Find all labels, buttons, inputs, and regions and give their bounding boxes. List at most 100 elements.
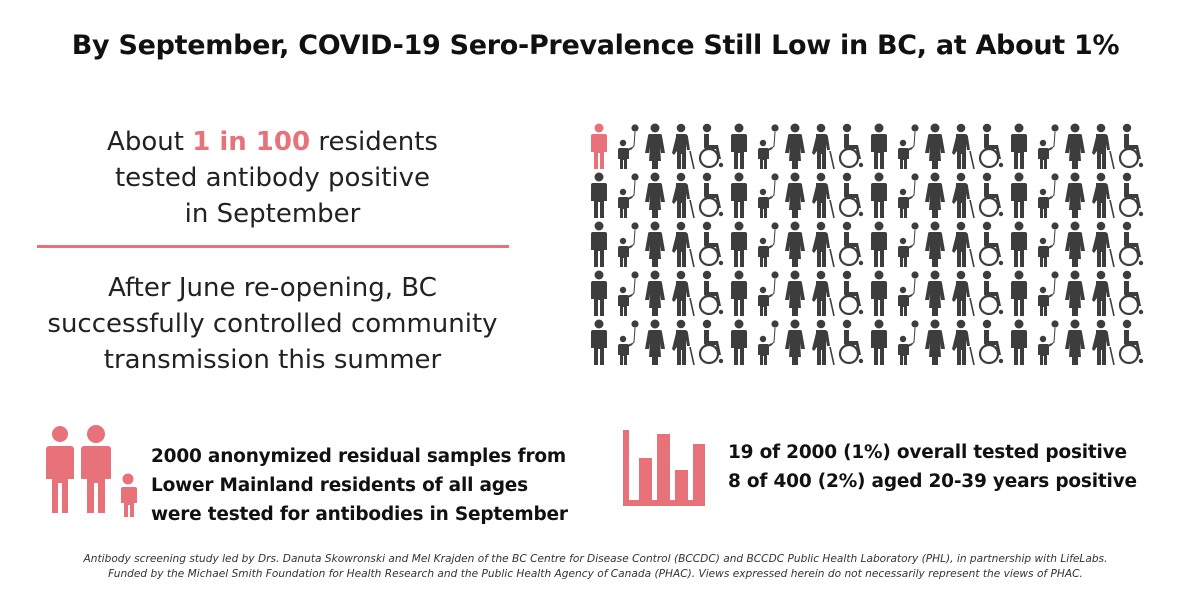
section-divider bbox=[37, 245, 509, 248]
positive-person-man-icon bbox=[591, 123, 607, 169]
elderly-cane-icon bbox=[812, 319, 835, 366]
child-balloon-icon bbox=[1038, 320, 1059, 365]
woman-icon bbox=[645, 123, 665, 169]
man-icon bbox=[871, 123, 887, 169]
child-balloon-icon bbox=[898, 271, 919, 316]
wheelchair-icon bbox=[978, 221, 1004, 267]
woman-icon bbox=[645, 172, 665, 218]
woman-icon bbox=[645, 319, 665, 365]
man-icon bbox=[731, 319, 747, 365]
footnote-line-1: Antibody screening study led by Drs. Dan… bbox=[83, 553, 1108, 565]
woman-icon bbox=[645, 221, 665, 267]
child-balloon-icon bbox=[618, 222, 639, 267]
woman-icon bbox=[1065, 319, 1085, 365]
elderly-cane-icon bbox=[1092, 123, 1115, 170]
wheelchair-icon bbox=[978, 319, 1004, 365]
samples-line-3: were tested for antibodies in September bbox=[151, 504, 568, 525]
control-line-1: After June re-opening, BC bbox=[108, 273, 437, 303]
woman-icon bbox=[925, 123, 945, 169]
child-balloon-icon bbox=[618, 320, 639, 365]
samples-line-2: Lower Mainland residents of all ages bbox=[151, 475, 528, 496]
man-icon bbox=[871, 270, 887, 316]
man-icon bbox=[731, 270, 747, 316]
man-icon bbox=[731, 123, 747, 169]
wheelchair-icon bbox=[838, 319, 864, 365]
positivity-prefix: About bbox=[107, 127, 193, 157]
elderly-cane-icon bbox=[952, 319, 975, 366]
child-balloon-icon bbox=[898, 173, 919, 218]
woman-icon bbox=[1065, 172, 1085, 218]
child-balloon-icon bbox=[758, 173, 779, 218]
child-balloon-icon bbox=[1038, 124, 1059, 169]
elderly-cane-icon bbox=[672, 319, 695, 366]
elderly-cane-icon bbox=[672, 221, 695, 268]
child-balloon-icon bbox=[898, 222, 919, 267]
bar-chart-icon bbox=[623, 430, 705, 506]
woman-icon bbox=[925, 221, 945, 267]
child-balloon-icon bbox=[758, 222, 779, 267]
man-icon bbox=[591, 172, 607, 218]
elderly-cane-icon bbox=[812, 270, 835, 317]
results-line-2: 8 of 400 (2%) aged 20-39 years positive bbox=[728, 471, 1137, 492]
footnote: Antibody screening study led by Drs. Dan… bbox=[0, 552, 1191, 582]
wheelchair-icon bbox=[978, 172, 1004, 218]
wheelchair-icon bbox=[1118, 270, 1144, 316]
woman-icon bbox=[785, 319, 805, 365]
results-line-1: 19 of 2000 (1%) overall tested positive bbox=[728, 442, 1127, 463]
samples-line-1: 2000 anonymized residual samples from bbox=[151, 446, 566, 467]
wheelchair-icon bbox=[838, 123, 864, 169]
man-icon bbox=[591, 221, 607, 267]
elderly-cane-icon bbox=[812, 123, 835, 170]
man-icon bbox=[871, 319, 887, 365]
wheelchair-icon bbox=[838, 172, 864, 218]
family-icon bbox=[46, 425, 137, 517]
wheelchair-icon bbox=[1118, 123, 1144, 169]
child-balloon-icon bbox=[1038, 222, 1059, 267]
man-icon bbox=[1011, 172, 1027, 218]
woman-icon bbox=[1065, 123, 1085, 169]
child-balloon-icon bbox=[758, 124, 779, 169]
elderly-cane-icon bbox=[952, 221, 975, 268]
elderly-cane-icon bbox=[952, 172, 975, 219]
man-icon bbox=[1011, 319, 1027, 365]
woman-icon bbox=[785, 221, 805, 267]
man-icon bbox=[871, 172, 887, 218]
wheelchair-icon bbox=[1118, 221, 1144, 267]
elderly-cane-icon bbox=[672, 123, 695, 170]
woman-icon bbox=[785, 270, 805, 316]
woman-icon bbox=[925, 319, 945, 365]
wheelchair-icon bbox=[978, 270, 1004, 316]
wheelchair-icon bbox=[698, 319, 724, 365]
wheelchair-icon bbox=[1118, 319, 1144, 365]
child-balloon-icon bbox=[758, 271, 779, 316]
footnote-line-2: Funded by the Michael Smith Foundation f… bbox=[108, 568, 1083, 580]
woman-icon bbox=[1065, 221, 1085, 267]
elderly-cane-icon bbox=[952, 270, 975, 317]
child-balloon-icon bbox=[618, 173, 639, 218]
wheelchair-icon bbox=[698, 172, 724, 218]
elderly-cane-icon bbox=[812, 172, 835, 219]
child-balloon-icon bbox=[618, 124, 639, 169]
woman-icon bbox=[925, 172, 945, 218]
positivity-suffix: residents bbox=[310, 127, 438, 157]
elderly-cane-icon bbox=[812, 221, 835, 268]
positivity-line-1: About 1 in 100 residents bbox=[20, 124, 525, 160]
man-icon bbox=[731, 172, 747, 218]
child-balloon-icon bbox=[758, 320, 779, 365]
page-title: By September, COVID-19 Sero-Prevalence S… bbox=[71, 30, 1120, 61]
man-icon bbox=[591, 319, 607, 365]
elderly-cane-icon bbox=[1092, 270, 1115, 317]
positivity-line-3: in September bbox=[184, 199, 361, 229]
results-summary: 19 of 2000 (1%) overall tested positive … bbox=[728, 438, 1188, 496]
control-statement: After June re-opening, BC successfully c… bbox=[20, 270, 525, 378]
child-balloon-icon bbox=[898, 124, 919, 169]
wheelchair-icon bbox=[978, 123, 1004, 169]
control-line-3: transmission this summer bbox=[103, 345, 442, 375]
wheelchair-icon bbox=[698, 270, 724, 316]
samples-description: 2000 anonymized residual samples from Lo… bbox=[151, 442, 591, 529]
positivity-statement: About 1 in 100 residents tested antibody… bbox=[20, 124, 525, 232]
wheelchair-icon bbox=[698, 123, 724, 169]
positivity-ratio: 1 in 100 bbox=[192, 127, 311, 157]
people-pictogram bbox=[591, 123, 1144, 366]
woman-icon bbox=[645, 270, 665, 316]
